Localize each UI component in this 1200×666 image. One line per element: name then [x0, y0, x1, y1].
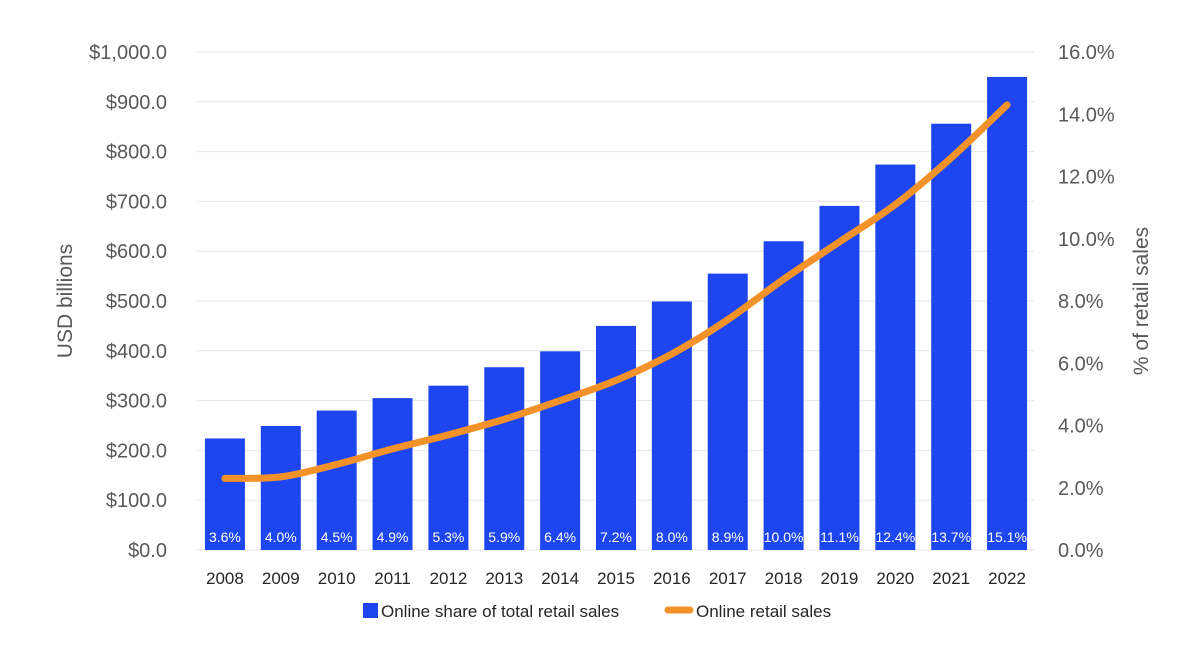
x-tick-label: 2019 [821, 569, 859, 588]
left-y-tick-label: $500.0 [106, 291, 167, 313]
bar-data-label: 13.7% [931, 529, 971, 545]
bar [987, 76, 1028, 551]
x-tick-label: 2010 [318, 569, 356, 588]
left-y-axis-ticks: $0.0 $100.0 $200.0 $300.0 $400.0 $500.0 $600.0… [89, 42, 167, 562]
bar-data-label: 4.0% [265, 529, 297, 545]
right-y-tick-label: 14.0% [1058, 104, 1115, 126]
x-tick-label: 2011 [374, 569, 411, 588]
bar [428, 385, 469, 550]
bar [372, 398, 413, 550]
bar-data-labels: 3.6% 4.0% 4.5% 4.9% 5.3% 5.9% 6.4% 7.2% 8.0% 8.9%… [209, 529, 1027, 545]
x-tick-label: 2008 [206, 569, 244, 588]
right-y-tick-label: 2.0% [1058, 478, 1104, 500]
x-tick-label: 2022 [988, 569, 1026, 588]
bar-data-label: 7.2% [600, 529, 632, 545]
bar [819, 205, 860, 550]
bar [260, 425, 301, 550]
right-y-tick-label: 8.0% [1058, 291, 1104, 313]
bar [875, 164, 916, 550]
bar [484, 367, 525, 550]
bar-data-label: 8.9% [712, 529, 744, 545]
bar-data-label: 8.0% [656, 529, 688, 545]
right-y-tick-label: 10.0% [1058, 229, 1115, 251]
series-line [221, 101, 1011, 482]
legend-bar-label: Online share of total retail sales [381, 602, 619, 621]
x-tick-label: 2013 [485, 569, 523, 588]
right-y-axis-ticks: 0.0% 2.0% 4.0% 6.0% 8.0% 10.0% 12.0% 14.0% 16.0% [1058, 42, 1115, 562]
left-y-tick-label: $800.0 [106, 142, 167, 164]
left-y-axis-title: USD billions [54, 244, 77, 358]
legend-line-label: Online retail sales [696, 602, 831, 621]
bar-data-label: 11.1% [820, 529, 859, 545]
x-tick-label: 2016 [653, 569, 691, 588]
left-y-tick-label: $100.0 [106, 490, 167, 512]
bar-data-label: 4.5% [321, 529, 353, 545]
left-y-tick-label: $900.0 [106, 92, 167, 114]
right-y-tick-label: 4.0% [1058, 416, 1104, 438]
left-y-tick-label: $700.0 [106, 191, 167, 213]
bar [651, 301, 692, 550]
right-y-tick-label: 16.0% [1058, 42, 1115, 64]
left-y-tick-label: $600.0 [106, 241, 167, 263]
bar-data-label: 5.3% [432, 529, 464, 545]
right-y-axis-title: % of retail sales [1130, 227, 1153, 375]
bar [931, 123, 972, 550]
left-y-tick-label: $1,000.0 [89, 42, 167, 64]
left-y-tick-label: $300.0 [106, 391, 167, 413]
bar-data-label: 12.4% [875, 529, 915, 545]
bar-series [204, 76, 1028, 551]
x-axis-ticks: 2008 2009 2010 2011 2012 2013 2014 2015 2016 2017… [206, 569, 1026, 588]
x-tick-label: 2015 [597, 569, 635, 588]
x-tick-label: 2018 [765, 569, 803, 588]
bar [316, 410, 357, 550]
left-y-tick-label: $0.0 [128, 540, 167, 562]
line-series [221, 101, 1011, 482]
left-y-tick-label: $400.0 [106, 341, 167, 363]
bar [540, 351, 581, 550]
x-tick-label: 2017 [709, 569, 747, 588]
legend: Online share of total retail sales Onlin… [363, 602, 831, 621]
x-tick-label: 2012 [429, 569, 467, 588]
left-y-tick-label: $200.0 [106, 440, 167, 462]
x-tick-label: 2014 [541, 569, 579, 588]
right-y-tick-label: 12.0% [1058, 167, 1115, 189]
x-tick-label: 2020 [876, 569, 914, 588]
bar-data-label: 5.9% [488, 529, 520, 545]
bar [204, 438, 245, 550]
bar [596, 325, 636, 550]
x-tick-label: 2021 [932, 569, 970, 588]
legend-bar-swatch [363, 603, 378, 618]
bar-data-label: 4.9% [377, 529, 409, 545]
bar-data-label: 6.4% [544, 529, 576, 545]
bar-data-label: 15.1% [987, 529, 1027, 545]
bar-data-label: 10.0% [764, 529, 804, 545]
x-tick-label: 2009 [262, 569, 300, 588]
bar [707, 273, 748, 550]
right-y-tick-label: 0.0% [1058, 540, 1104, 562]
bar-data-label: 3.6% [209, 529, 241, 545]
right-y-tick-label: 6.0% [1058, 353, 1104, 375]
